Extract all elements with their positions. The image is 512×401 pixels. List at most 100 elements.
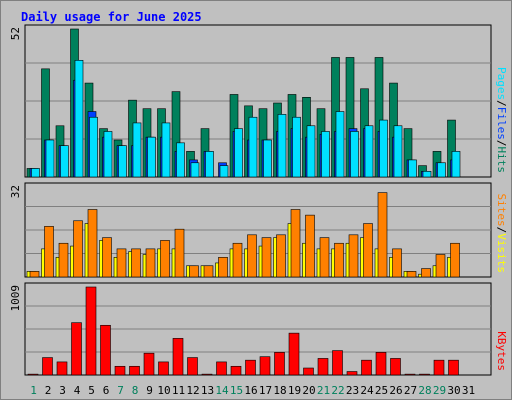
day-label: 14: [215, 384, 229, 397]
pages-bar: [364, 125, 374, 178]
kbytes-bar: [71, 322, 82, 376]
kbytes-bar: [27, 373, 39, 376]
pages-bar: [379, 119, 388, 178]
sites-bar: [377, 192, 388, 278]
day-label: 2: [45, 384, 52, 397]
sites-bar: [232, 242, 243, 278]
kbytes-bar: [390, 358, 401, 376]
pages-bar: [321, 131, 330, 178]
pages-bar: [277, 114, 287, 178]
sites-bar: [131, 248, 141, 278]
sites-bar: [421, 268, 431, 278]
day-label: 22: [331, 384, 344, 397]
sites-bar: [189, 265, 199, 278]
day-label: 21: [317, 384, 330, 397]
day-label: 19: [288, 384, 301, 397]
day-label: 27: [404, 384, 417, 397]
visits-side-legend-visits: Visits: [495, 233, 508, 273]
day-label: 13: [201, 384, 214, 397]
hits-side-legend-hits: Hits: [495, 147, 508, 174]
visits-side-legend-separator: /: [495, 227, 508, 234]
pages-bar: [89, 116, 98, 178]
sites-bar: [116, 248, 127, 278]
kbytes-bar: [143, 352, 155, 376]
sites-bar: [261, 237, 272, 278]
pages-bar: [31, 168, 40, 178]
kbytes-bar: [230, 365, 242, 376]
visits-side-legend-sites: Sites: [495, 194, 508, 227]
kbytes-ymax-label: 1009: [9, 285, 22, 312]
sites-bar: [319, 237, 330, 278]
kbytes-bar: [114, 365, 126, 376]
sites-bar: [334, 242, 344, 278]
kbytes-bar: [129, 365, 140, 376]
pages-bar: [45, 139, 55, 178]
pages-bar: [437, 162, 446, 178]
kbytes-bar: [245, 359, 256, 376]
pages-bar: [118, 145, 127, 178]
sites-bar: [203, 265, 214, 278]
pages-bar: [422, 171, 432, 178]
hits-side-legend-files: Files: [495, 107, 508, 140]
kbytes-bar: [56, 361, 68, 376]
day-label: 24: [360, 384, 374, 397]
pages-bar: [306, 125, 316, 178]
day-label: 18: [273, 384, 286, 397]
hits-ymax-label: 52: [9, 27, 22, 40]
day-label: 15: [230, 384, 243, 397]
pages-bar: [176, 142, 185, 178]
pages-bar: [350, 131, 359, 178]
kbytes-bar: [216, 361, 227, 376]
kbytes-bar: [317, 358, 329, 376]
day-label: 29: [433, 384, 446, 397]
day-label: 16: [244, 384, 257, 397]
pages-bar: [263, 139, 272, 178]
chart-title: Daily usage for June 2025: [21, 10, 202, 24]
kbytes-bar: [100, 324, 111, 376]
kbytes-bar: [346, 371, 358, 376]
hits-side-legend: Pages/Files/Hits: [495, 67, 508, 173]
pages-bar: [74, 60, 84, 178]
day-label: 31: [462, 384, 475, 397]
pages-bar: [60, 145, 69, 178]
sites-bar: [363, 223, 373, 278]
day-label: 17: [259, 384, 272, 397]
day-label: 12: [186, 384, 199, 397]
sites-bar: [348, 234, 359, 278]
sites-bar: [435, 254, 446, 278]
kbytes-bar: [259, 356, 271, 376]
kbytes-bar: [448, 359, 459, 376]
pages-bar: [190, 162, 200, 178]
sites-bar: [247, 234, 257, 278]
kbytes-bar: [361, 359, 372, 376]
sites-bar: [73, 220, 83, 278]
sites-bar: [160, 240, 170, 278]
kbytes-bar: [158, 361, 169, 376]
day-label: 6: [103, 384, 110, 397]
sites-bar: [218, 257, 228, 278]
day-label: 5: [88, 384, 95, 397]
day-label: 20: [302, 384, 315, 397]
day-label: 8: [132, 384, 139, 397]
sites-bar: [29, 271, 40, 278]
day-label: 10: [157, 384, 170, 397]
day-label: 7: [117, 384, 124, 397]
pages-bar: [147, 136, 156, 178]
kbytes-bar: [332, 350, 343, 376]
day-label: 28: [418, 384, 431, 397]
kbytes-bar: [433, 359, 445, 376]
hits-side-legend-separator: /: [495, 100, 508, 107]
sites-bar: [58, 242, 69, 278]
sites-bar: [44, 226, 54, 278]
day-label: 30: [447, 384, 460, 397]
sites-bar: [450, 242, 460, 278]
sites-bar: [276, 234, 286, 278]
kbytes-bar: [42, 357, 53, 376]
x-axis-day-labels: 1 2 3 4 5 6 7 8 9 10 11 12 13 14 15 16 17 18 19 20 21 22 23 24 2…: [30, 384, 475, 397]
kbytes-side-legend: KBytes: [495, 331, 508, 371]
pages-bar: [292, 116, 301, 178]
day-label: 11: [172, 384, 185, 397]
day-label: 3: [59, 384, 66, 397]
